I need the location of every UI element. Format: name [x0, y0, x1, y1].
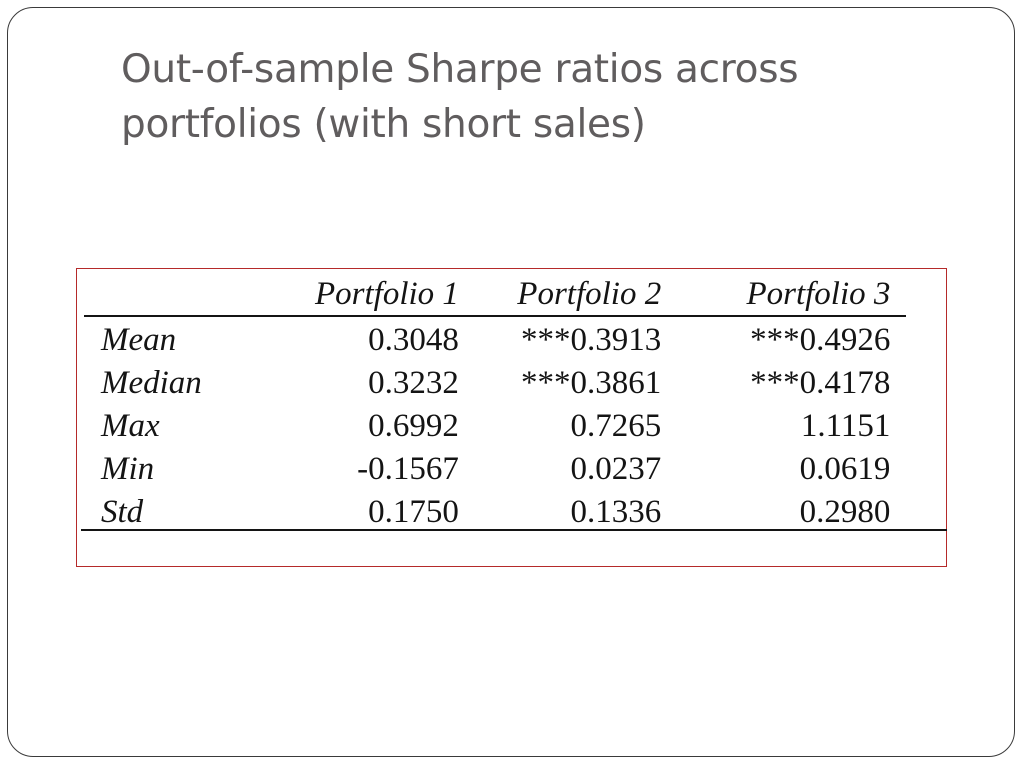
cell-mean-portfolio-1: 0.3048 — [368, 322, 459, 358]
table-header-rule — [84, 315, 906, 317]
header-cell-portfolio-3: Portfolio 3 — [746, 276, 891, 312]
cell-max-portfolio-3: 1.1151 — [800, 408, 891, 444]
header-cell-pad — [890, 269, 946, 319]
table-header-row: Portfolio 1 Portfolio 2 Portfolio 3 — [77, 269, 946, 319]
cell-pad — [890, 448, 946, 491]
header-cell-portfolio-1: Portfolio 1 — [314, 276, 459, 312]
slide-title: Out-of-sample Sharpe ratios across portf… — [121, 42, 941, 152]
cell-median-portfolio-2: ***0.3861 — [520, 365, 662, 401]
cell-mean-portfolio-2: ***0.3913 — [520, 322, 662, 358]
table-row-median: Median 0.3232 ***0.3861 ***0.4178 — [77, 362, 946, 405]
table-bottom-rule — [81, 529, 947, 531]
cell-pad — [890, 319, 946, 362]
row-label-min: Min — [101, 451, 155, 487]
cell-min-portfolio-1: -0.1567 — [357, 451, 459, 487]
sharpe-ratio-table-frame: Portfolio 1 Portfolio 2 Portfolio 3 Mean… — [76, 268, 947, 567]
cell-min-portfolio-2: 0.0237 — [570, 451, 662, 487]
row-label-median: Median — [101, 365, 202, 401]
slide-title-line-2: portfolios (with short sales) — [121, 102, 646, 147]
row-label-max: Max — [101, 408, 160, 444]
cell-pad — [890, 362, 946, 405]
header-cell-blank — [77, 269, 289, 319]
cell-pad — [890, 491, 946, 534]
row-label-mean: Mean — [101, 322, 177, 358]
table-row-max: Max 0.6992 0.7265 1.1151 — [77, 405, 946, 448]
cell-max-portfolio-1: 0.6992 — [368, 408, 459, 444]
cell-min-portfolio-3: 0.0619 — [799, 451, 891, 487]
header-cell-portfolio-2: Portfolio 2 — [517, 276, 662, 312]
cell-std-portfolio-3: 0.2980 — [799, 494, 891, 530]
table-row-mean: Mean 0.3048 ***0.3913 ***0.4926 — [77, 319, 946, 362]
cell-std-portfolio-2: 0.1336 — [570, 494, 662, 530]
cell-median-portfolio-1: 0.3232 — [368, 365, 459, 401]
table-row-std: Std 0.1750 0.1336 0.2980 — [77, 491, 946, 534]
cell-std-portfolio-1: 0.1750 — [368, 494, 459, 530]
slide-title-line-1: Out-of-sample Sharpe ratios across — [121, 47, 799, 92]
sharpe-ratio-table: Portfolio 1 Portfolio 2 Portfolio 3 Mean… — [77, 269, 946, 534]
cell-mean-portfolio-3: ***0.4926 — [750, 322, 891, 358]
cell-max-portfolio-2: 0.7265 — [570, 408, 662, 444]
cell-median-portfolio-3: ***0.4178 — [750, 365, 891, 401]
table-row-min: Min -0.1567 0.0237 0.0619 — [77, 448, 946, 491]
cell-pad — [890, 405, 946, 448]
row-label-std: Std — [101, 494, 144, 530]
